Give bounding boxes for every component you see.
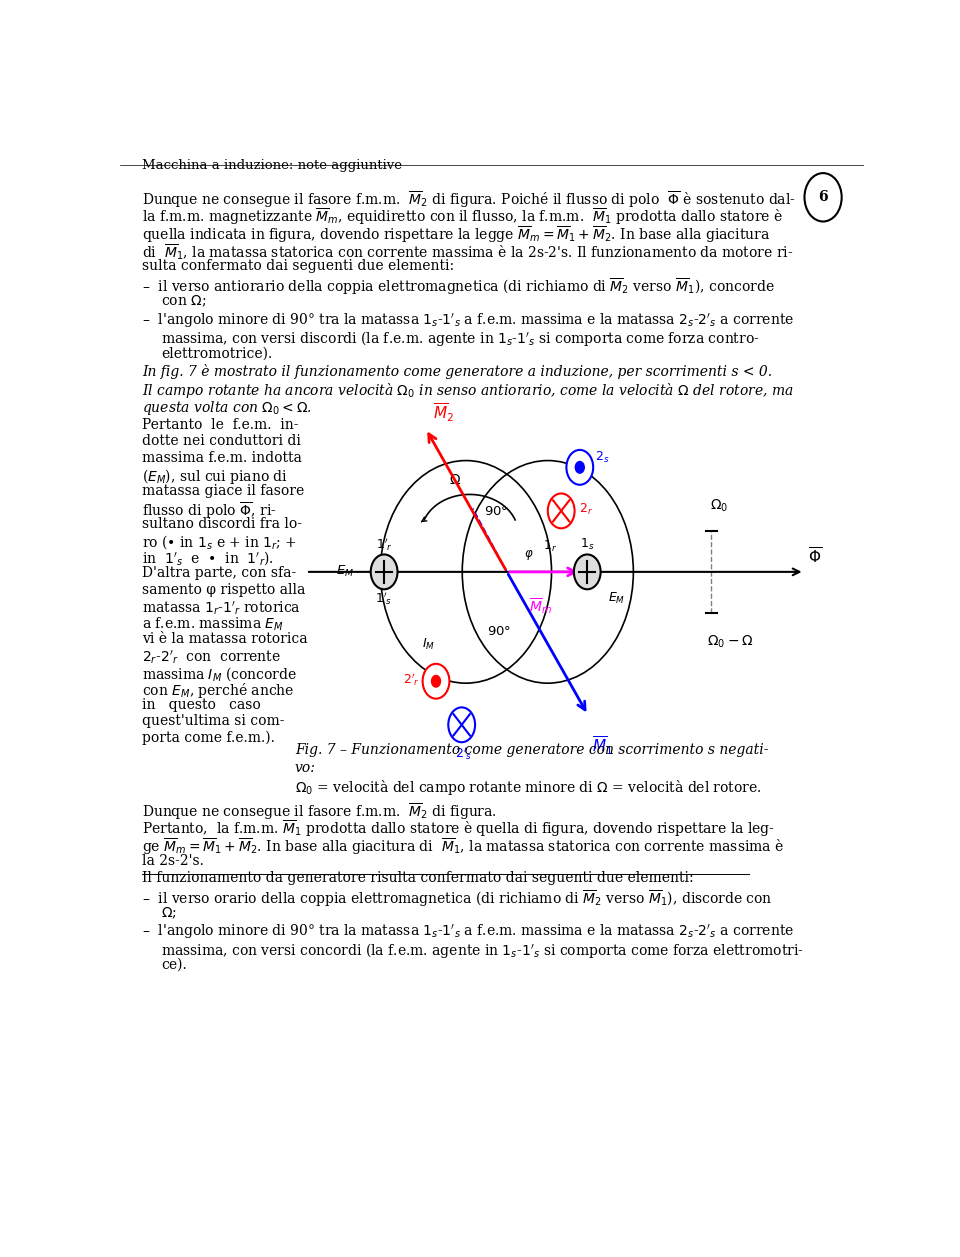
Text: elettromotrice).: elettromotrice). bbox=[161, 347, 273, 361]
Circle shape bbox=[371, 554, 397, 590]
Text: di  $\overline{M}_1$, la matassa statorica con corrente massima è la 2s-2's. Il : di $\overline{M}_1$, la matassa statoric… bbox=[142, 241, 794, 261]
Text: –  il verso orario della coppia elettromagnetica (di richiamo di $\overline{M}_2: – il verso orario della coppia elettroma… bbox=[142, 889, 773, 909]
Text: la f.m.m. magnetizzante $\overline{M}_m$, equidiretto con il flusso, la f.m.m.  : la f.m.m. magnetizzante $\overline{M}_m$… bbox=[142, 207, 783, 228]
Text: massima f.e.m. indotta: massima f.e.m. indotta bbox=[142, 451, 302, 465]
Text: a f.e.m. massima $E_M$: a f.e.m. massima $E_M$ bbox=[142, 616, 284, 632]
Text: $2_r$: $2_r$ bbox=[579, 502, 593, 517]
Text: samento φ rispetto alla: samento φ rispetto alla bbox=[142, 582, 305, 597]
Text: ro (• in $1_s$ e + in $1_r$; +: ro (• in $1_s$ e + in $1_r$; + bbox=[142, 533, 298, 551]
Text: $\Omega_0$: $\Omega_0$ bbox=[709, 498, 728, 514]
Circle shape bbox=[804, 173, 842, 221]
Text: ge $\overline{M}_m = \overline{M}_1 + \overline{M}_2$. In base alla giacitura di: ge $\overline{M}_m = \overline{M}_1 + \o… bbox=[142, 836, 784, 856]
Text: Pertanto,  la f.m.m. $\overline{M}_1$ prodotta dallo statore è quella di figura,: Pertanto, la f.m.m. $\overline{M}_1$ pro… bbox=[142, 818, 776, 840]
Text: $I_M$: $I_M$ bbox=[560, 494, 573, 509]
Text: $I_M$: $I_M$ bbox=[422, 637, 435, 652]
Circle shape bbox=[575, 461, 585, 473]
Text: $1_r$: $1_r$ bbox=[543, 539, 557, 554]
Text: $\overline{M}_2$: $\overline{M}_2$ bbox=[433, 401, 454, 424]
Text: Il funzionamento da generatore risulta confermato dai seguenti due elementi:: Il funzionamento da generatore risulta c… bbox=[142, 871, 694, 885]
Text: sultano discordi fra lo-: sultano discordi fra lo- bbox=[142, 517, 302, 530]
Text: flusso di polo $\overline{\Phi}$, ri-: flusso di polo $\overline{\Phi}$, ri- bbox=[142, 500, 276, 520]
Text: con $\Omega$;: con $\Omega$; bbox=[161, 294, 206, 309]
Text: $\Omega_0$ = velocità del campo rotante minore di $\Omega$ = velocità del rotore: $\Omega_0$ = velocità del campo rotante … bbox=[295, 778, 761, 797]
Text: 6: 6 bbox=[818, 190, 828, 205]
Text: sulta confermato dai seguenti due elementi:: sulta confermato dai seguenti due elemen… bbox=[142, 259, 454, 273]
Text: $E_M$: $E_M$ bbox=[608, 591, 625, 606]
Circle shape bbox=[548, 494, 575, 528]
Text: $2_r$-$2'_r$  con  corrente: $2_r$-$2'_r$ con corrente bbox=[142, 649, 281, 666]
Text: ($E_M$), sul cui piano di: ($E_M$), sul cui piano di bbox=[142, 468, 288, 486]
Text: vo:: vo: bbox=[295, 760, 316, 774]
Text: $90°$: $90°$ bbox=[484, 505, 508, 518]
Text: $2_s$: $2_s$ bbox=[595, 450, 610, 465]
Text: $1'_s$: $1'_s$ bbox=[375, 591, 393, 607]
Text: $\varphi$: $\varphi$ bbox=[524, 548, 534, 562]
Text: –  il verso antiorario della coppia elettromagnetica (di richiamo di $\overline{: – il verso antiorario della coppia elett… bbox=[142, 277, 775, 297]
Text: Fig. 7 – Funzionamento come generatore con scorrimento s negati-: Fig. 7 – Funzionamento come generatore c… bbox=[295, 743, 768, 757]
Text: $E_M$: $E_M$ bbox=[336, 564, 354, 579]
Text: matassa giace il fasore: matassa giace il fasore bbox=[142, 484, 304, 498]
Text: Dunque ne consegue il fasore f.m.m.  $\overline{M}_2$ di figura.: Dunque ne consegue il fasore f.m.m. $\ov… bbox=[142, 801, 497, 822]
Text: –  l'angolo minore di 90° tra la matassa $1_s$-$1'_s$ a f.e.m. massima e la mata: – l'angolo minore di 90° tra la matassa … bbox=[142, 923, 795, 941]
Text: $1_s$: $1_s$ bbox=[580, 537, 594, 552]
Text: Dunque ne consegue il fasore f.m.m.  $\overline{M}_2$ di figura. Poiché il fluss: Dunque ne consegue il fasore f.m.m. $\ov… bbox=[142, 190, 796, 210]
Text: Il campo rotante ha ancora velocità $\Omega_0$ in senso antiorario, come la velo: Il campo rotante ha ancora velocità $\Om… bbox=[142, 381, 794, 400]
Text: $1'_r$: $1'_r$ bbox=[375, 537, 393, 553]
Text: $\overline{\Phi}$: $\overline{\Phi}$ bbox=[808, 547, 822, 567]
Text: $2'_s$: $2'_s$ bbox=[454, 745, 471, 762]
Text: la 2s-2's.: la 2s-2's. bbox=[142, 854, 204, 867]
Text: dotte nei conduttori di: dotte nei conduttori di bbox=[142, 435, 301, 449]
Text: massima $I_M$ (concorde: massima $I_M$ (concorde bbox=[142, 665, 298, 683]
Text: $\Omega$: $\Omega$ bbox=[448, 473, 461, 486]
Text: ce).: ce). bbox=[161, 958, 186, 972]
Text: $\overline{M}_1$: $\overline{M}_1$ bbox=[591, 734, 612, 757]
Circle shape bbox=[566, 450, 593, 485]
Text: in   questo   caso: in questo caso bbox=[142, 698, 261, 711]
Text: questa volta con $\Omega_0 < \Omega$.: questa volta con $\Omega_0 < \Omega$. bbox=[142, 398, 312, 416]
Circle shape bbox=[574, 554, 601, 590]
Text: quest'ultima si com-: quest'ultima si com- bbox=[142, 714, 285, 728]
Text: matassa $1_r$-$1'_r$ rotorica: matassa $1_r$-$1'_r$ rotorica bbox=[142, 600, 301, 617]
Text: massima, con versi discordi (la f.e.m. agente in $1_s$-$1'_s$ si comporta come f: massima, con versi discordi (la f.e.m. a… bbox=[161, 329, 759, 348]
Text: $2'_r$: $2'_r$ bbox=[403, 671, 420, 688]
Text: con $E_M$, perché anche: con $E_M$, perché anche bbox=[142, 681, 295, 700]
Text: in  $1'_s$  e  •  in  $1'_r$).: in $1'_s$ e • in $1'_r$). bbox=[142, 549, 275, 567]
Text: $\Omega_0 - \Omega$: $\Omega_0 - \Omega$ bbox=[707, 634, 754, 650]
Text: $\Omega$;: $\Omega$; bbox=[161, 906, 177, 921]
Text: porta come f.e.m.).: porta come f.e.m.). bbox=[142, 730, 276, 745]
Text: Macchina a induzione: note aggiuntive: Macchina a induzione: note aggiuntive bbox=[142, 158, 402, 172]
Text: D'altra parte, con sfa-: D'altra parte, con sfa- bbox=[142, 566, 297, 579]
Circle shape bbox=[432, 675, 441, 688]
Text: $\overline{M}_m$: $\overline{M}_m$ bbox=[529, 596, 552, 616]
Circle shape bbox=[422, 664, 449, 699]
Text: In fig. 7 è mostrato il funzionamento come generatore a induzione, per scorrimen: In fig. 7 è mostrato il funzionamento co… bbox=[142, 363, 773, 378]
Text: massima, con versi concordi (la f.e.m. agente in $1_s$-$1'_s$ si comporta come f: massima, con versi concordi (la f.e.m. a… bbox=[161, 940, 804, 959]
Text: $90°$: $90°$ bbox=[488, 626, 512, 639]
Text: Pertanto  le  f.e.m.  in-: Pertanto le f.e.m. in- bbox=[142, 419, 299, 432]
Text: vi è la matassa rotorica: vi è la matassa rotorica bbox=[142, 632, 308, 646]
Circle shape bbox=[448, 708, 475, 742]
Text: quella indicata in figura, dovendo rispettare la legge $\overline{M}_m = \overli: quella indicata in figura, dovendo rispe… bbox=[142, 225, 771, 245]
Text: –  l'angolo minore di 90° tra la matassa $1_s$-$1'_s$ a f.e.m. massima e la mata: – l'angolo minore di 90° tra la matassa … bbox=[142, 312, 795, 329]
